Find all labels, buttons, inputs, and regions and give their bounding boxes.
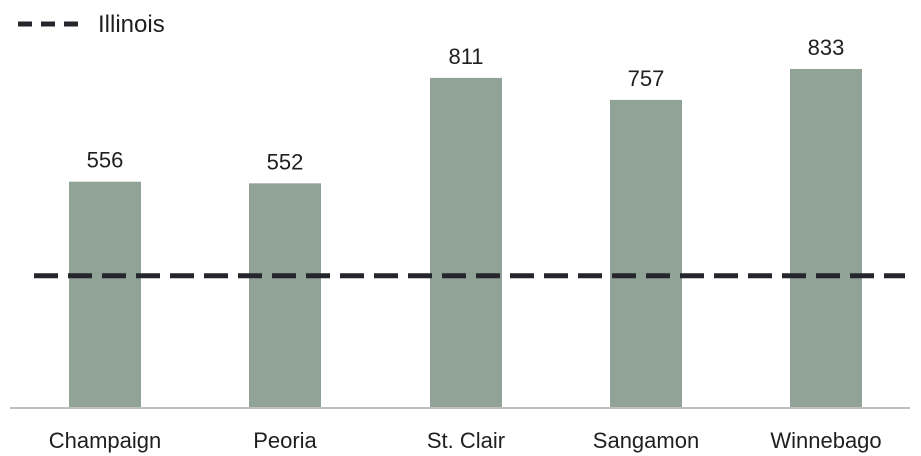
legend: Illinois <box>18 11 165 38</box>
x-tick-label: Winnebago <box>770 428 881 453</box>
x-tick-label: Sangamon <box>593 428 699 453</box>
data-label: 757 <box>628 66 665 91</box>
data-label: 556 <box>87 148 124 173</box>
bar-sangamon <box>610 99 682 408</box>
legend-label-illinois: Illinois <box>98 11 165 38</box>
data-label: 552 <box>267 149 304 174</box>
data-label: 833 <box>808 35 845 60</box>
x-axis-tick-labels: Champaign Peoria St. Clair Sangamon Winnebag… <box>49 428 882 453</box>
bars: 556 552 811 757 833 <box>69 35 862 409</box>
x-tick-label: Peoria <box>253 428 317 453</box>
x-tick-label: St. Clair <box>427 428 505 453</box>
bar-champaign <box>69 181 141 408</box>
data-label: 811 <box>448 44 483 69</box>
bar-st-clair <box>430 77 502 408</box>
bar-winnebago <box>790 68 862 409</box>
bar-peoria <box>249 183 321 408</box>
x-tick-label: Champaign <box>49 428 162 453</box>
